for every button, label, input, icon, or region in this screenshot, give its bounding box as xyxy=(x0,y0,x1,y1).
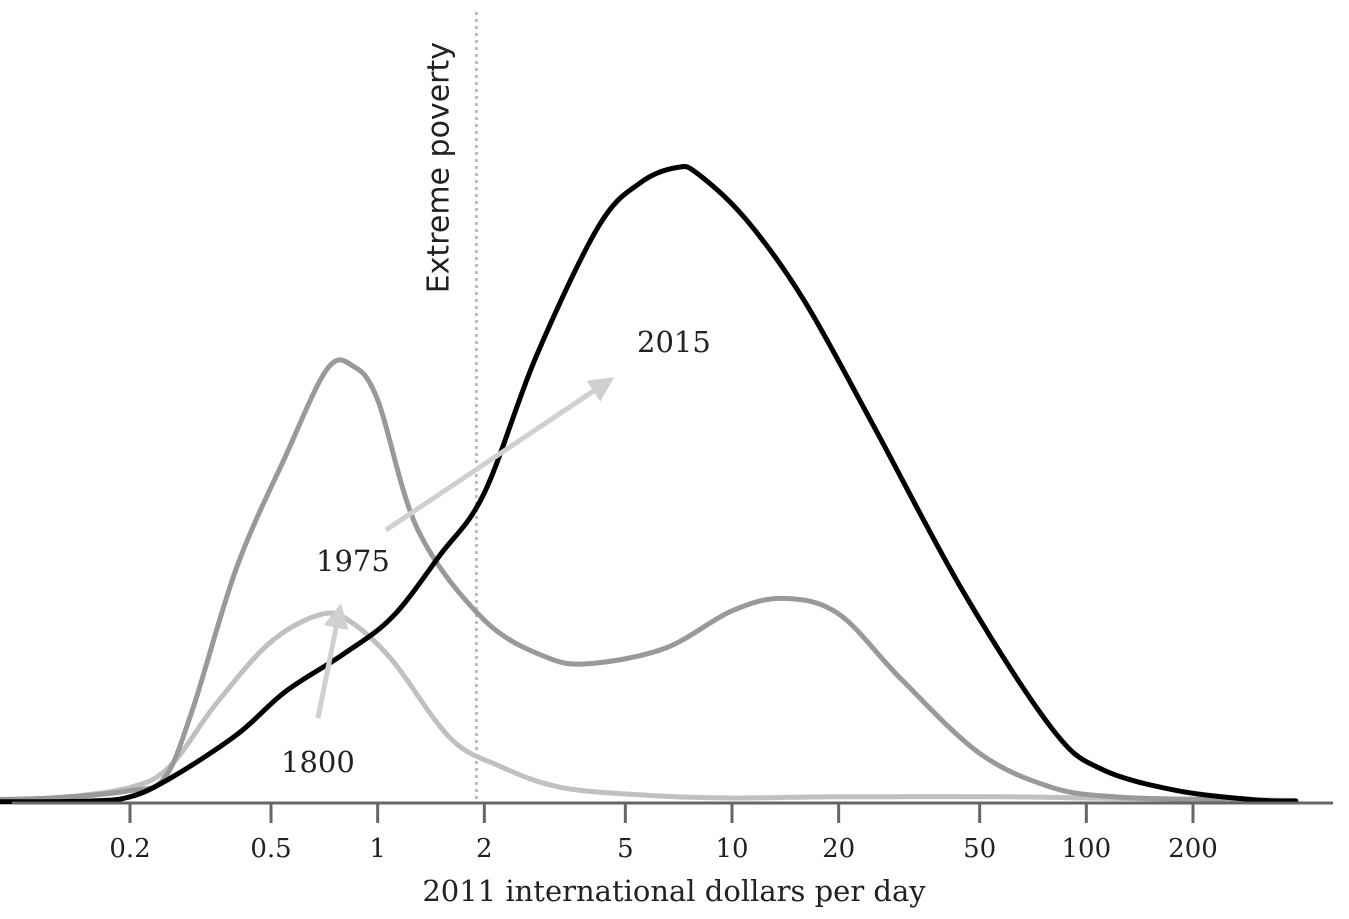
x-tick-label: 10 xyxy=(715,834,748,864)
x-tick-label: 1 xyxy=(369,834,386,864)
x-tick-label: 0.5 xyxy=(250,834,291,864)
series-line-2015 xyxy=(0,163,1299,805)
x-axis-ticks: 0.2 0.5 1 2 5 10 20 50 100 200 xyxy=(109,803,1218,864)
x-tick-label: 50 xyxy=(963,834,996,864)
series-label-1800: 1800 xyxy=(281,745,355,779)
arrow-1800-to-1975 xyxy=(315,603,349,719)
x-axis-label: 2011 international dollars per day xyxy=(422,874,926,908)
series-layer xyxy=(0,163,1299,805)
series-label-2015: 2015 xyxy=(637,325,711,359)
x-tick-label: 2 xyxy=(476,834,493,864)
x-tick-label: 20 xyxy=(822,834,855,864)
x-tick-label: 5 xyxy=(617,834,634,864)
x-tick-label: 0.2 xyxy=(109,834,150,864)
arrow-1975-to-2015 xyxy=(384,377,615,533)
series-line-1975 xyxy=(0,357,1299,803)
x-tick-label: 100 xyxy=(1062,834,1112,864)
extreme-poverty-label: Extreme poverty xyxy=(421,42,456,293)
x-tick-label: 200 xyxy=(1168,834,1218,864)
series-label-1975: 1975 xyxy=(316,544,390,578)
